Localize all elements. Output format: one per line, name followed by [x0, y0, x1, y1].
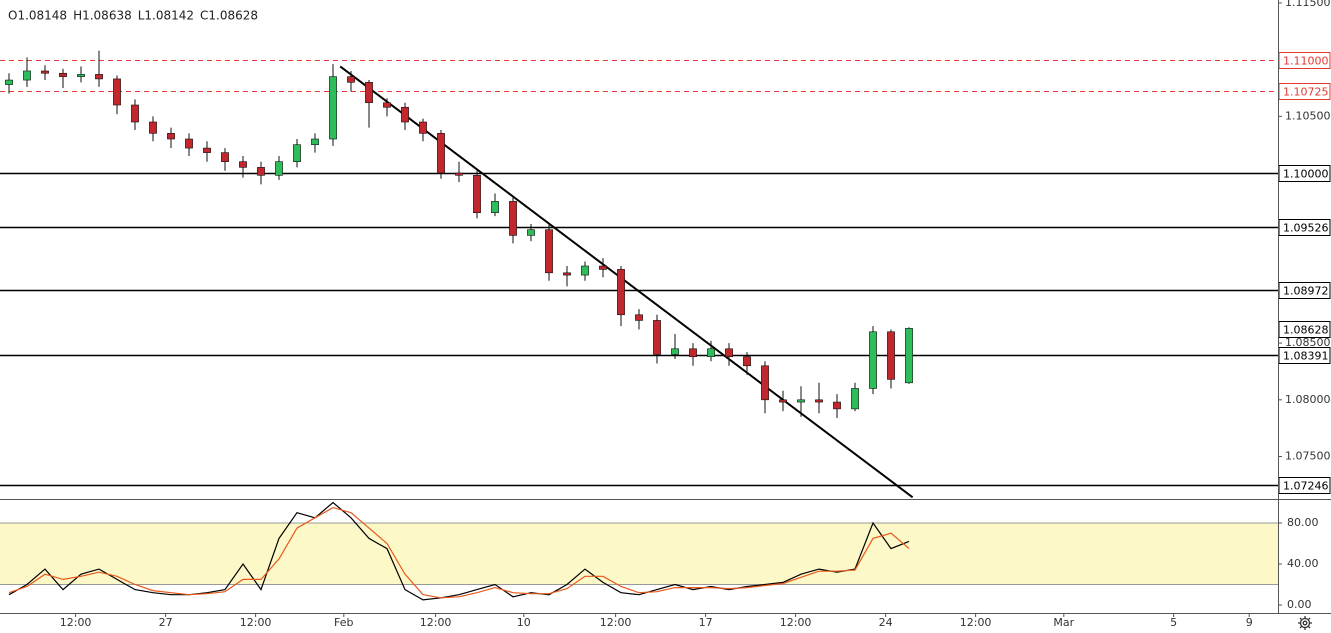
- candle-body: [365, 82, 373, 104]
- candle-body: [203, 147, 211, 153]
- x-tick-label: 24: [879, 616, 893, 629]
- level-label: 1.11000: [1283, 55, 1329, 68]
- level-label: 1.08972: [1283, 285, 1329, 298]
- candle-body: [5, 79, 13, 85]
- candle-body: [833, 401, 841, 410]
- candle-body: [653, 320, 661, 355]
- candle-body: [905, 328, 913, 384]
- candle-body: [581, 265, 589, 276]
- candle-body: [509, 201, 517, 236]
- price-pane: [0, 50, 1278, 499]
- y-tick-label: 1.10500: [1285, 109, 1331, 122]
- x-tick-label: 27: [159, 616, 173, 629]
- candle-body: [779, 399, 787, 403]
- candle-body: [545, 229, 553, 274]
- candle-body: [599, 265, 607, 270]
- candle-body: [887, 331, 895, 380]
- candle-body: [761, 365, 769, 401]
- candle-body: [401, 106, 409, 123]
- y-tick-label: 80.00: [1287, 516, 1319, 529]
- candle-body: [527, 229, 535, 236]
- level-label: 1.08391: [1283, 350, 1329, 363]
- y-tick-label: 1.11500: [1285, 0, 1331, 9]
- x-tick-label: 9: [1246, 616, 1253, 629]
- candle-body: [257, 167, 265, 176]
- x-tick-label: 12:00: [420, 616, 452, 629]
- candle-body: [869, 331, 877, 389]
- level-label: 1.10725: [1283, 86, 1329, 99]
- candle-body: [743, 356, 751, 367]
- candle-body: [329, 76, 337, 140]
- level-label: 1.09526: [1283, 222, 1329, 235]
- candle-body: [293, 144, 301, 162]
- y-tick-label: 1.08500: [1285, 336, 1331, 349]
- oscillator-pane: [0, 501, 1278, 601]
- candle-body: [797, 399, 805, 403]
- candle-body: [473, 174, 481, 214]
- candle-body: [149, 121, 157, 134]
- candle-body: [491, 201, 499, 214]
- candle-body: [635, 314, 643, 321]
- candle-body: [185, 138, 193, 149]
- candle-body: [437, 133, 445, 174]
- x-tick-label: 10: [517, 616, 531, 629]
- y-tick-label: 1.07500: [1285, 450, 1331, 463]
- level-label: 1.07246: [1283, 480, 1329, 493]
- x-tick-label: 5: [1170, 616, 1177, 629]
- candle-body: [383, 102, 391, 108]
- y-tick-label: 0.00: [1287, 598, 1312, 611]
- candle-body: [689, 348, 697, 358]
- y-tick-label: 40.00: [1287, 557, 1319, 570]
- last-price-label: 1.08628: [1283, 324, 1329, 337]
- level-label: 1.10000: [1283, 168, 1329, 181]
- x-tick-label: 12:00: [240, 616, 272, 629]
- candle-body: [815, 399, 823, 403]
- candle-body: [707, 348, 715, 358]
- candle-body: [671, 348, 679, 355]
- candle-body: [563, 272, 571, 276]
- x-tick-label: 12:00: [960, 616, 992, 629]
- ohlc-label: C1.08628: [200, 9, 258, 23]
- x-tick-label: Feb: [334, 616, 353, 629]
- x-tick-label: 12:00: [780, 616, 812, 629]
- candle-body: [221, 152, 229, 162]
- candle-body: [59, 72, 67, 77]
- candle-body: [23, 70, 31, 81]
- x-tick-label: Mar: [1053, 616, 1074, 629]
- ohlc-label: L1.08142: [138, 9, 194, 23]
- x-tick-label: 17: [699, 616, 713, 629]
- trendline: [339, 65, 914, 499]
- candle-body: [347, 76, 355, 83]
- band: [0, 522, 1278, 585]
- ohlc-label: O1.08148: [8, 9, 67, 23]
- oscillator-line: [8, 501, 910, 601]
- candle-body: [725, 348, 733, 358]
- candle-body: [311, 138, 319, 145]
- x-tick-label: 12:00: [60, 616, 92, 629]
- x-tick-label: 12:00: [600, 616, 632, 629]
- candle-body: [131, 104, 139, 123]
- y-tick-label: 1.08000: [1285, 393, 1331, 406]
- candle-body: [275, 161, 283, 176]
- oscillator-line: [8, 506, 910, 599]
- candle-body: [617, 269, 625, 316]
- candle-body: [239, 161, 247, 168]
- candle-body: [77, 74, 85, 77]
- candle-body: [167, 133, 175, 140]
- candle-body: [113, 78, 121, 106]
- settings-icon[interactable]: [1298, 616, 1312, 630]
- candle-body: [851, 388, 859, 410]
- ohlc-label: H1.08638: [73, 9, 132, 23]
- candle-body: [455, 172, 463, 176]
- candle-body: [95, 74, 103, 80]
- candle-body: [41, 70, 49, 74]
- candle-body: [419, 121, 427, 134]
